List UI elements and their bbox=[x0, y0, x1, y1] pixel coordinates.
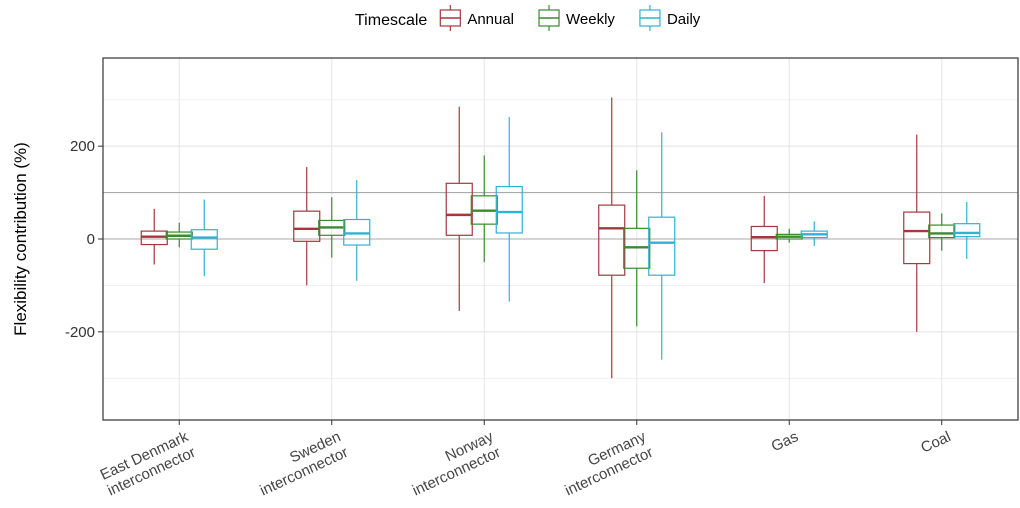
box-daily bbox=[190, 199, 218, 277]
box-annual bbox=[140, 208, 168, 265]
legend-label: Daily bbox=[667, 11, 701, 28]
x-tick-label: Gas bbox=[769, 428, 801, 455]
box-weekly bbox=[318, 197, 346, 258]
box-daily bbox=[343, 180, 371, 281]
box-weekly bbox=[470, 155, 498, 263]
box-weekly bbox=[165, 222, 193, 248]
legend-label: Annual bbox=[467, 11, 514, 28]
x-tick-label: Coal bbox=[918, 428, 953, 456]
box-iqr bbox=[598, 204, 626, 276]
box-annual bbox=[445, 106, 473, 311]
box-iqr bbox=[190, 229, 218, 250]
box-weekly bbox=[928, 213, 956, 251]
x-tick-label-line: Gas bbox=[769, 428, 801, 455]
y-tick-label: 200 bbox=[70, 138, 95, 155]
y-tick-label: 0 bbox=[87, 231, 95, 248]
box-daily bbox=[800, 221, 828, 246]
box-annual bbox=[598, 97, 626, 379]
box-iqr bbox=[495, 185, 523, 234]
x-tick-label: Germanyinterconnector bbox=[555, 428, 656, 499]
legend-title: Timescale bbox=[355, 12, 427, 29]
box-daily bbox=[648, 132, 676, 360]
box-iqr bbox=[953, 223, 981, 238]
x-tick-label: East Denmarkinterconnector bbox=[98, 428, 199, 499]
box-weekly bbox=[775, 228, 803, 243]
legend-key-annual: Annual bbox=[439, 5, 514, 31]
y-tick-label: -200 bbox=[65, 324, 95, 341]
box-daily bbox=[495, 116, 523, 302]
box-iqr bbox=[648, 216, 676, 276]
x-axis: East Denmarkinterconnector Swedenintercon… bbox=[98, 420, 953, 499]
legend: Timescale Annual Weekly Daily bbox=[355, 5, 701, 31]
y-axis: -200 0 200 bbox=[65, 138, 103, 341]
box-iqr bbox=[928, 224, 956, 239]
box-iqr bbox=[293, 210, 321, 242]
x-tick-label: Swedeninterconnector bbox=[250, 428, 351, 499]
x-tick-label-line: Coal bbox=[918, 428, 953, 456]
box-iqr bbox=[445, 182, 473, 236]
boxes bbox=[140, 97, 981, 379]
box-daily bbox=[953, 201, 981, 259]
box-iqr bbox=[903, 211, 931, 265]
legend-key-daily: Daily bbox=[639, 5, 701, 31]
reference-lines bbox=[103, 192, 1018, 240]
legend-label: Weekly bbox=[566, 11, 615, 28]
box-iqr bbox=[750, 225, 778, 252]
box-annual bbox=[903, 134, 931, 332]
legend-key-weekly: Weekly bbox=[538, 5, 615, 31]
y-axis-title: Flexibility contribution (%) bbox=[11, 142, 30, 336]
box-weekly bbox=[623, 170, 651, 327]
x-tick-label: Norwayinterconnector bbox=[403, 428, 504, 499]
